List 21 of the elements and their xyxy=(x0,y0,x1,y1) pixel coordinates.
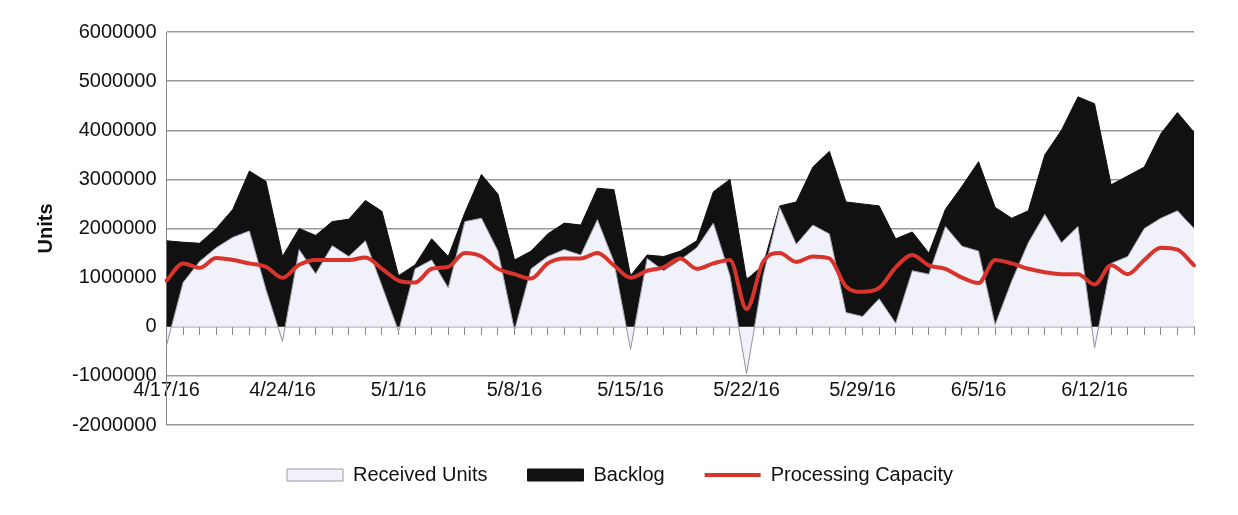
line-series xyxy=(164,245,1196,312)
legend-label: Backlog xyxy=(593,462,665,485)
x-tick-label: 5/1/16 xyxy=(370,378,427,401)
y-tick-label: 1000000 xyxy=(78,265,157,288)
y-tick-label: 2000000 xyxy=(78,216,157,239)
y-tick-label: -2000000 xyxy=(71,412,157,435)
x-tick-label: 6/12/16 xyxy=(1061,378,1128,401)
y-tick-label: 3000000 xyxy=(78,166,157,189)
x-tick-label: 6/5/16 xyxy=(950,378,1007,401)
y-axis-title: Units xyxy=(33,203,56,254)
x-tick-label: 4/24/16 xyxy=(249,378,316,401)
legend-label: Received Units xyxy=(353,462,488,485)
legend-label: Processing Capacity xyxy=(770,462,953,485)
x-tick-label: 5/22/16 xyxy=(713,378,780,401)
y-tick-label: 0 xyxy=(145,314,157,337)
y-tick-label: 6000000 xyxy=(78,19,157,42)
x-tick-label: 5/29/16 xyxy=(829,378,896,401)
x-tick-label: 5/8/16 xyxy=(486,378,543,401)
y-tick-label: 4000000 xyxy=(78,117,157,140)
y-tick-label: 5000000 xyxy=(78,68,157,91)
x-tick-label: 5/15/16 xyxy=(597,378,664,401)
